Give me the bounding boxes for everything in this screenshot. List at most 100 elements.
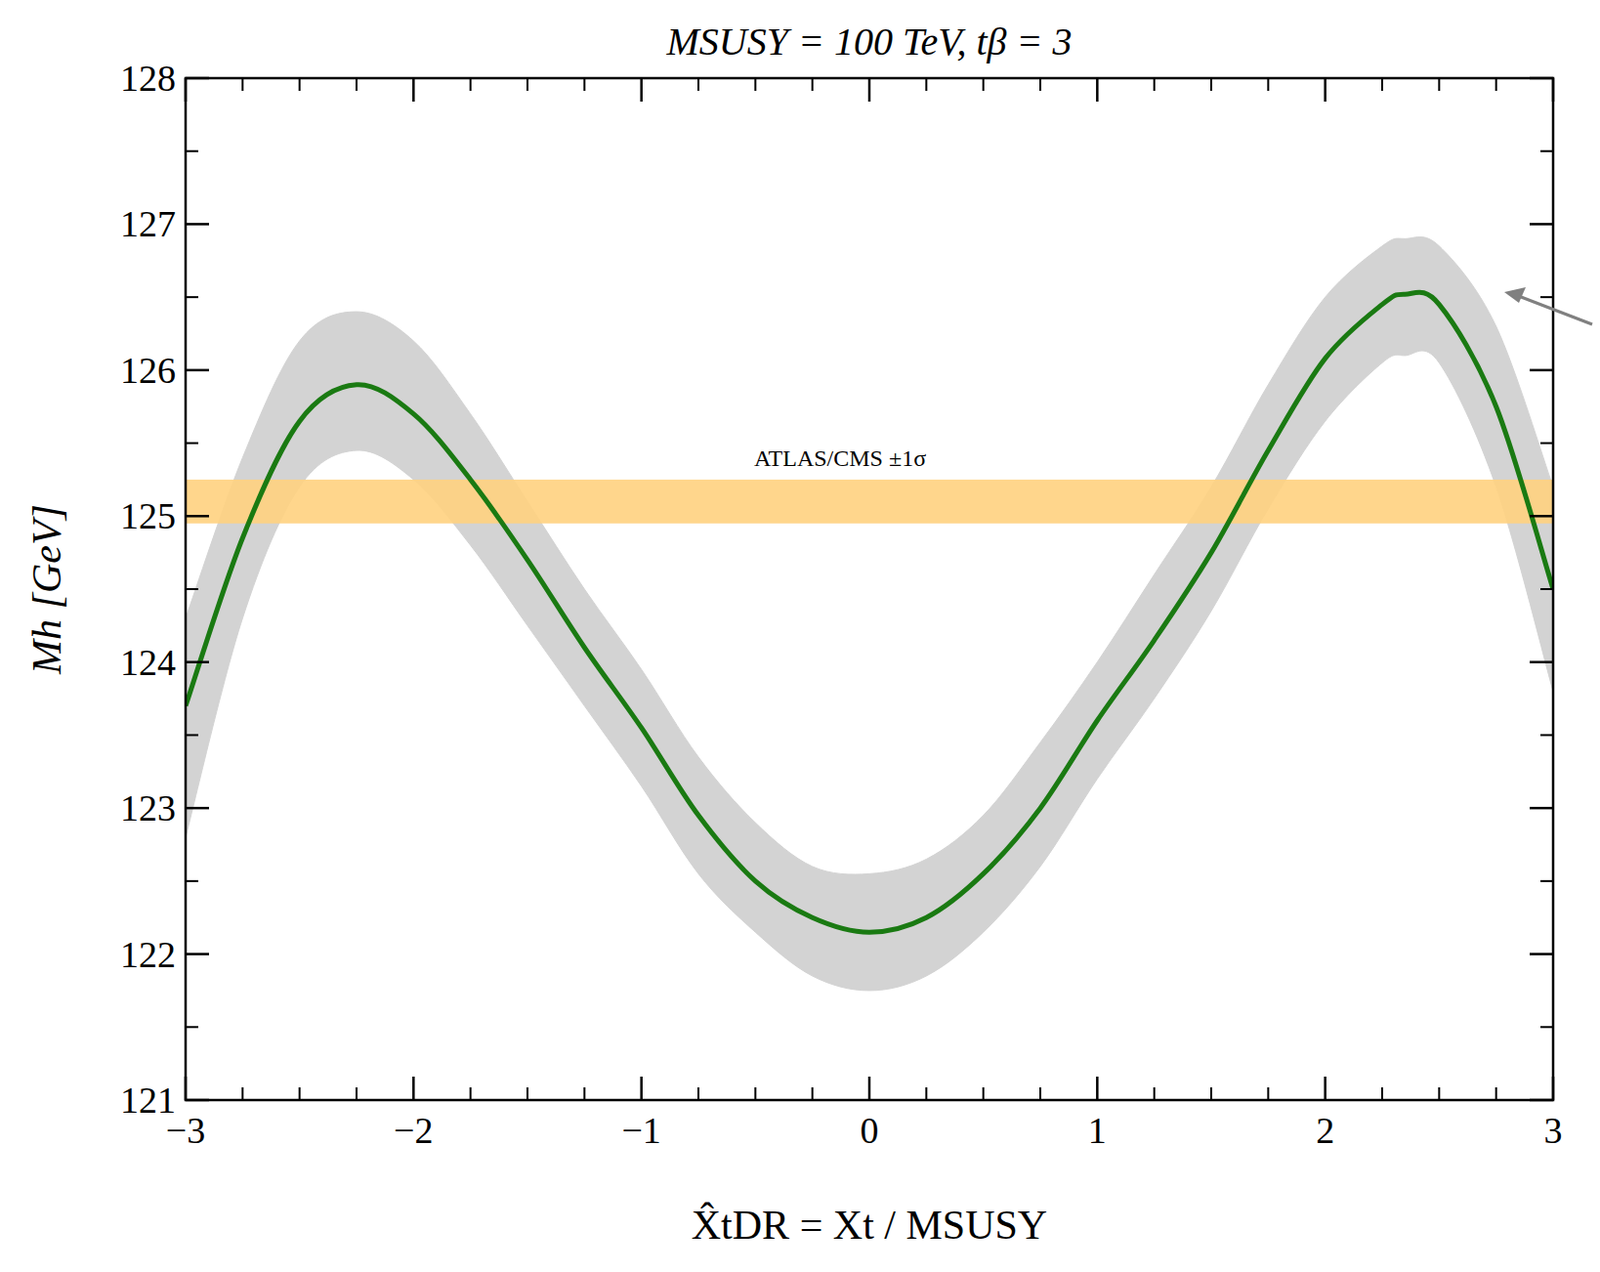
frame (185, 78, 1554, 1100)
y-tick-right (1529, 514, 1554, 518)
x-tick-label: −2 (393, 1109, 433, 1151)
x-tick (412, 1076, 416, 1100)
y-minor-tick (185, 733, 199, 736)
y-axis-title: Mh [GeV] (24, 504, 70, 675)
y-tick (185, 806, 210, 810)
x-minor-tick-top (241, 78, 244, 91)
y-tick-right (1529, 806, 1554, 810)
x-minor-tick-top (1153, 78, 1156, 91)
x-minor-tick (1210, 1087, 1213, 1100)
x-minor-tick (526, 1087, 529, 1100)
x-tick-top (868, 78, 872, 102)
series-areas (185, 237, 1554, 991)
scatter-band (185, 237, 1554, 991)
x-minor-tick (355, 1087, 358, 1100)
x-minor-tick (1039, 1087, 1042, 1100)
y-tick-right (1529, 1098, 1554, 1102)
x-minor-tick (811, 1087, 814, 1100)
x-tick-label: 3 (1544, 1109, 1563, 1151)
y-tick-label: 126 (120, 349, 176, 391)
band-label: ATLAS/CMS ±1σ (754, 445, 927, 471)
y-minor-tick (185, 295, 199, 298)
y-tick-label: 121 (120, 1079, 176, 1121)
series-lines (185, 292, 1554, 932)
x-tick-top (1095, 78, 1099, 102)
x-tick-label: −1 (621, 1109, 661, 1151)
y-minor-tick-right (1540, 150, 1554, 153)
x-minor-tick-top (697, 78, 700, 91)
y-minor-tick-right (1540, 588, 1554, 590)
y-tick-label: 124 (120, 641, 176, 683)
x-axis-title: X̂tDR = Xt / MSUSY (691, 1201, 1048, 1248)
y-minor-tick-right (1540, 1025, 1554, 1028)
x-minor-tick-top (982, 78, 985, 91)
x-minor-tick-top (754, 78, 757, 91)
x-tick-label: 1 (1088, 1109, 1107, 1151)
x-minor-tick-top (355, 78, 358, 91)
y-tick-right (1529, 369, 1554, 373)
x-minor-tick-top (1495, 78, 1498, 91)
x-minor-tick-top (1381, 78, 1384, 91)
y-minor-tick (185, 588, 199, 590)
y-tick (185, 952, 210, 956)
x-minor-tick-top (1437, 78, 1440, 91)
x-minor-tick (469, 1087, 472, 1100)
x-minor-tick (1437, 1087, 1440, 1100)
x-minor-tick (982, 1087, 985, 1100)
x-tick-label: 0 (860, 1109, 880, 1151)
x-minor-tick (1495, 1087, 1498, 1100)
pointer-arrow-head (1504, 287, 1526, 303)
x-tick (1095, 1076, 1099, 1100)
title: MSUSY = 100 TeV, tβ = 3 (665, 19, 1072, 64)
y-tick-label: 122 (120, 933, 176, 975)
mh-curve (185, 292, 1554, 932)
x-minor-tick-top (583, 78, 586, 91)
y-minor-tick (185, 880, 199, 883)
x-tick (1552, 1076, 1556, 1100)
pointer-arrow (1515, 294, 1593, 325)
y-tick-right (1529, 222, 1554, 226)
x-tick-label: 2 (1315, 1109, 1335, 1151)
x-minor-tick (1153, 1087, 1156, 1100)
experimental-band (185, 479, 1554, 524)
y-tick-label: 123 (120, 787, 176, 829)
x-tick (184, 1076, 188, 1100)
y-tick-label: 125 (120, 495, 176, 537)
x-minor-tick-top (925, 78, 927, 91)
x-minor-tick-top (1266, 78, 1269, 91)
y-tick (185, 222, 210, 226)
y-minor-tick-right (1540, 442, 1554, 445)
x-minor-tick (1381, 1087, 1384, 1100)
y-tick (185, 369, 210, 373)
x-tick (868, 1076, 872, 1100)
x-tick-top (1323, 78, 1327, 102)
x-minor-tick (925, 1087, 927, 1100)
x-minor-tick-top (298, 78, 301, 91)
x-tick-top (1552, 78, 1556, 102)
y-tick-label: 127 (120, 203, 176, 245)
x-minor-tick (298, 1087, 301, 1100)
x-tick (639, 1076, 643, 1100)
x-minor-tick-top (526, 78, 529, 91)
plot-data (185, 237, 1554, 991)
x-minor-tick (241, 1087, 244, 1100)
y-minor-tick (185, 150, 199, 153)
chart: −3−2−10123121122123124125126127128ATLAS/… (0, 0, 1600, 1272)
y-tick-right (1529, 952, 1554, 956)
y-minor-tick (185, 1025, 199, 1028)
x-minor-tick-top (1210, 78, 1213, 91)
x-minor-tick-top (811, 78, 814, 91)
x-minor-tick (583, 1087, 586, 1100)
y-tick (185, 1098, 210, 1102)
x-minor-tick (1266, 1087, 1269, 1100)
x-tick-top (412, 78, 416, 102)
y-tick (185, 660, 210, 664)
y-tick-right (1529, 660, 1554, 664)
y-tick-right (1529, 77, 1554, 81)
y-minor-tick-right (1540, 733, 1554, 736)
y-tick (185, 514, 210, 518)
x-tick-top (184, 78, 188, 102)
x-minor-tick-top (1039, 78, 1042, 91)
y-minor-tick (185, 442, 199, 445)
x-minor-tick-top (469, 78, 472, 91)
